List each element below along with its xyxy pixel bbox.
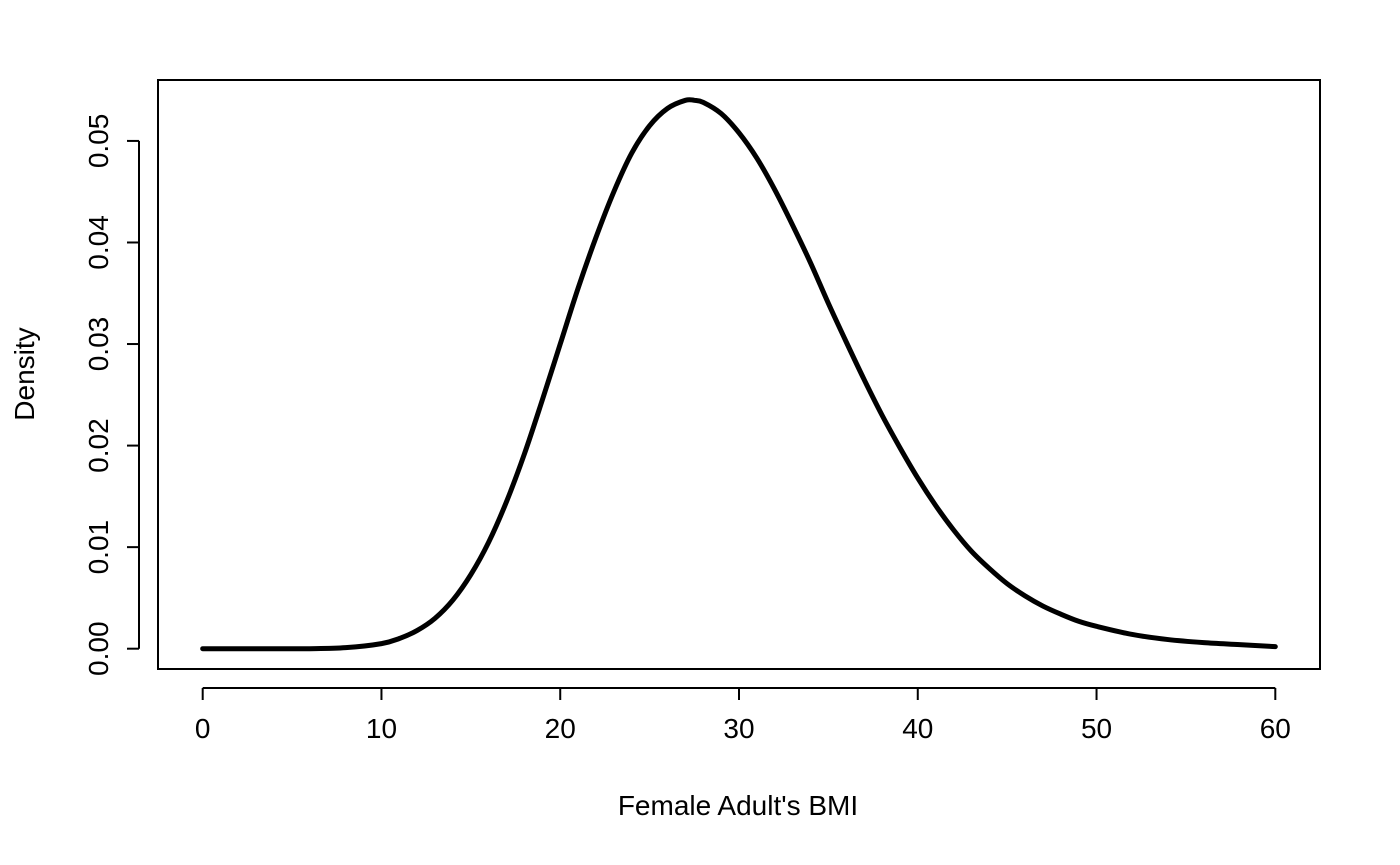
- y-tick-label: 0.00: [83, 621, 114, 676]
- x-tick-label: 50: [1081, 713, 1112, 744]
- y-tick-label: 0.04: [83, 215, 114, 270]
- x-axis: 0 10 20 30 40 50 60: [195, 687, 1291, 744]
- y-tick-label: 0.02: [83, 418, 114, 473]
- x-tick-label: 20: [545, 713, 576, 744]
- x-tick-label: 0: [195, 713, 211, 744]
- density-curve: [200, 97, 1278, 652]
- x-tick-label: 60: [1260, 713, 1291, 744]
- y-axis-title: Density: [9, 327, 40, 420]
- x-tick-label: 40: [902, 713, 933, 744]
- x-tick-label: 10: [366, 713, 397, 744]
- y-tick-label: 0.01: [83, 520, 114, 575]
- y-tick-label: 0.03: [83, 317, 114, 372]
- plot-frame: [157, 79, 1321, 670]
- y-tick-label: 0.05: [83, 114, 114, 169]
- series-layer: [200, 97, 1278, 652]
- y-axis: 0.00 0.01 0.02 0.03 0.04 0.05: [83, 114, 140, 676]
- x-axis-title: Female Adult's BMI: [618, 790, 858, 821]
- x-tick-label: 30: [723, 713, 754, 744]
